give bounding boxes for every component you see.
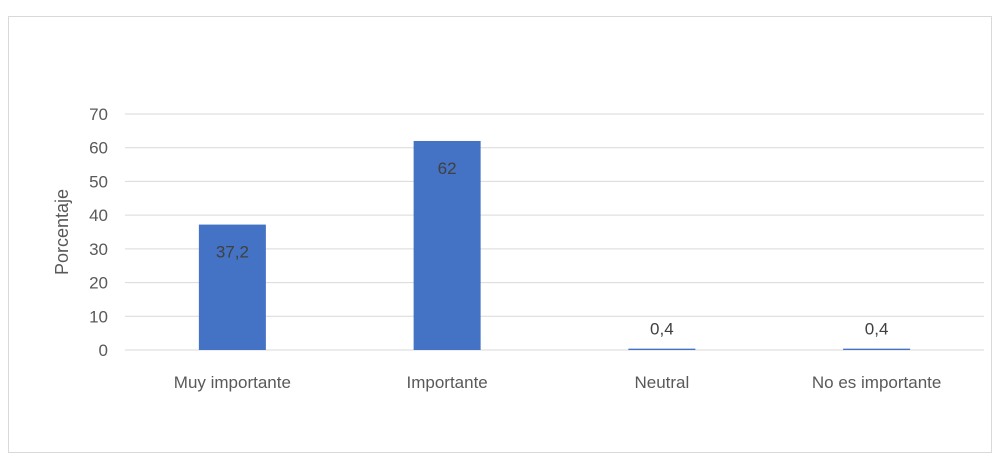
gridlines — [125, 113, 984, 351]
y-tick-label: 0 — [99, 341, 108, 360]
x-category-label: Importante — [406, 373, 487, 392]
chart-frame — [8, 16, 992, 453]
y-axis-ticks: 0 10 20 30 40 50 60 70 — [89, 105, 108, 360]
data-label: 37,2 — [216, 243, 249, 262]
data-label: 0,4 — [865, 320, 889, 339]
y-tick-label: 20 — [89, 274, 108, 293]
bars — [198, 140, 911, 350]
y-tick-label: 60 — [89, 139, 108, 158]
y-axis-title: Porcentaje — [52, 189, 72, 275]
data-label: 62 — [438, 159, 457, 178]
data-label: 0,4 — [650, 320, 674, 339]
y-tick-label: 10 — [89, 307, 108, 326]
y-tick-label: 70 — [89, 105, 108, 124]
bar — [628, 348, 696, 350]
x-category-label: Muy importante — [174, 373, 291, 392]
x-category-label: Neutral — [634, 373, 689, 392]
bar — [198, 224, 266, 350]
bar — [843, 348, 911, 350]
y-tick-label: 30 — [89, 240, 108, 259]
x-axis-labels: Muy importante Importante Neutral No es imp… — [174, 373, 942, 392]
y-tick-label: 50 — [89, 172, 108, 191]
y-tick-label: 40 — [89, 206, 108, 225]
data-labels: 37,2 62 0,4 0,4 — [216, 159, 889, 339]
x-category-label: No es importante — [812, 373, 941, 392]
bar — [413, 140, 481, 350]
